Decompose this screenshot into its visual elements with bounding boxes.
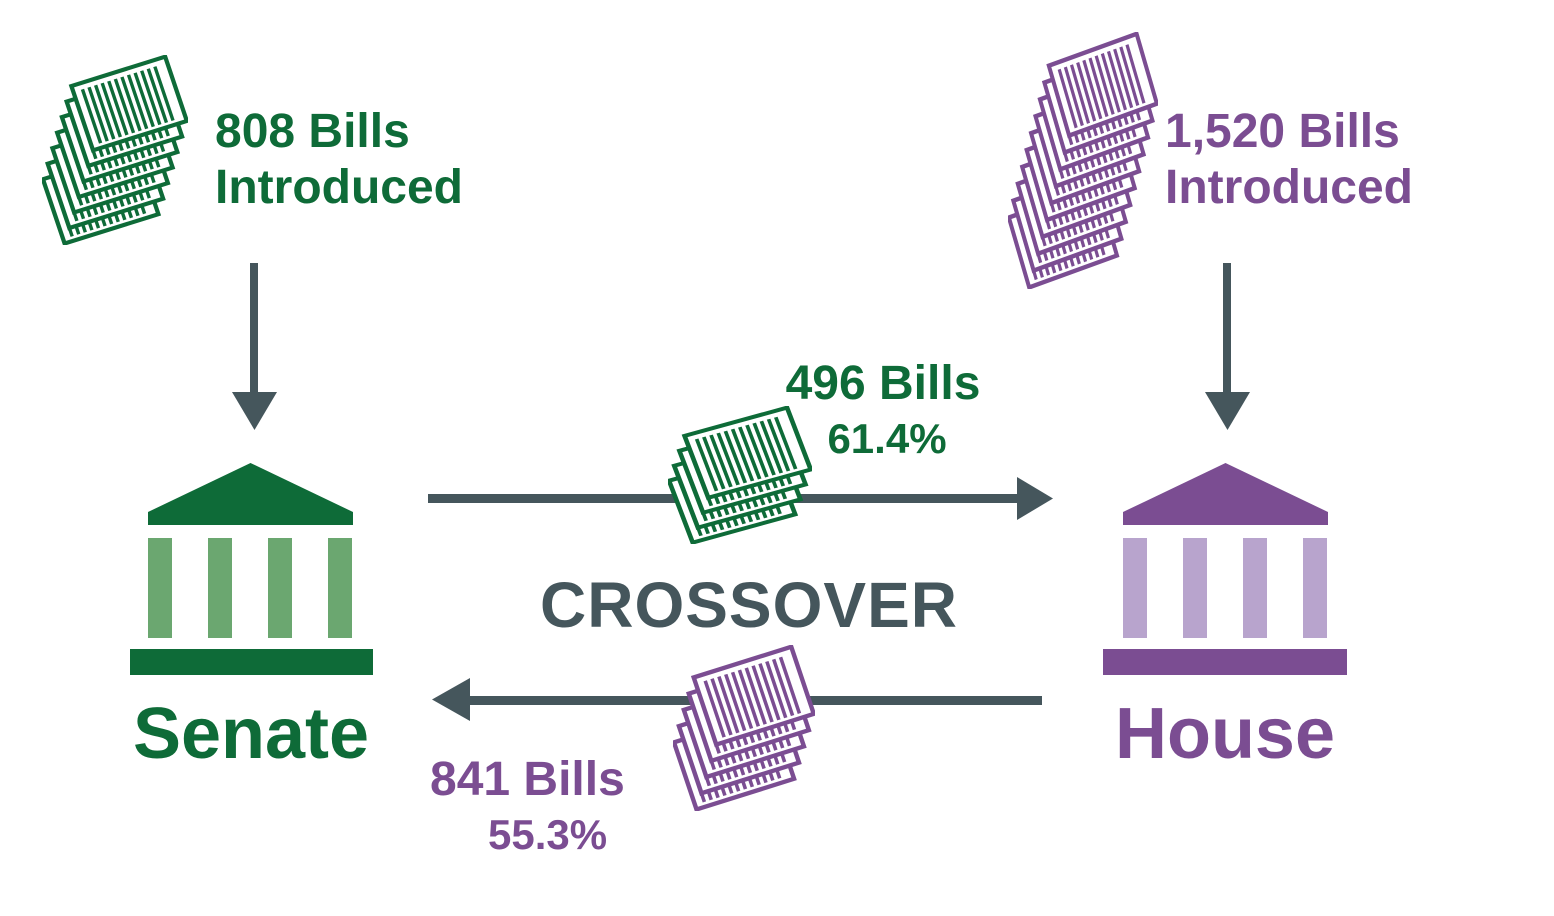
senate-bills-introduced-line1: 808 Bills	[215, 105, 410, 158]
house-bills-introduced-line1: 1,520 Bills	[1165, 105, 1400, 158]
bill-stack-icon	[1008, 32, 1158, 289]
house-bills-introduced: 1,520 Bills Introduced	[1165, 104, 1413, 216]
house-to-senate-bills: 841 Bills	[430, 753, 625, 806]
house-to-senate-percent: 55.3%	[488, 811, 608, 858]
senate-label: Senate	[132, 694, 370, 774]
down-arrow-icon	[232, 263, 277, 430]
bill-stack-icon	[673, 645, 815, 811]
senate-to-house-percent: 61.4%	[827, 415, 947, 462]
house-label: House	[1114, 694, 1336, 774]
house-building-icon	[1103, 463, 1347, 675]
senate-to-house-bills: 496 Bills	[785, 357, 981, 410]
senate-bills-introduced-line2: Introduced	[215, 161, 463, 215]
bill-stack-icon	[668, 406, 812, 544]
senate-bills-introduced: 808 Bills Introduced	[215, 104, 463, 216]
house-bills-introduced-line2: Introduced	[1165, 161, 1413, 215]
bill-stack-icon	[42, 55, 188, 245]
down-arrow-icon	[1205, 263, 1250, 430]
crossover-title: CROSSOVER	[540, 569, 958, 641]
senate-building-icon	[130, 463, 373, 675]
